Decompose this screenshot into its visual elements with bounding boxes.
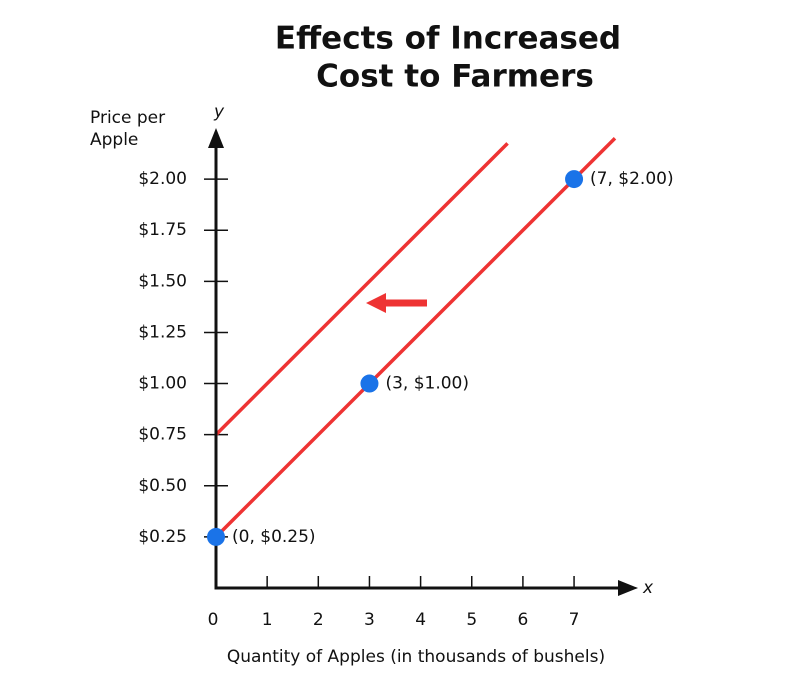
y-axis-arrow bbox=[208, 128, 224, 148]
data-point bbox=[207, 527, 225, 546]
x-axis-arrow bbox=[618, 580, 638, 596]
y-tick-label: $0.75 bbox=[138, 425, 187, 445]
data-point bbox=[360, 374, 379, 393]
x-tick-label: 0 bbox=[208, 610, 219, 630]
data-point bbox=[565, 170, 584, 189]
chart-title: Cost to Farmers bbox=[316, 59, 594, 95]
series-line bbox=[214, 136, 617, 539]
point-label: (0, $0.25) bbox=[232, 527, 316, 547]
y-tick-label: $0.25 bbox=[138, 527, 187, 547]
x-tick-label: 1 bbox=[262, 610, 273, 630]
x-tick-label: 2 bbox=[313, 610, 324, 630]
point-label: (3, $1.00) bbox=[385, 374, 469, 394]
series-line bbox=[214, 142, 509, 436]
y-axis-symbol: y bbox=[213, 102, 225, 122]
y-tick-label: $1.75 bbox=[138, 220, 187, 240]
y-tick-label: $1.00 bbox=[138, 374, 187, 394]
x-tick-label: 6 bbox=[517, 610, 528, 630]
x-tick-label: 7 bbox=[569, 610, 580, 630]
x-tick-label: 5 bbox=[466, 610, 477, 630]
x-axis-title: Quantity of Apples (in thousands of bush… bbox=[227, 647, 605, 667]
arrow-head bbox=[366, 293, 386, 313]
y-tick-label: $0.50 bbox=[138, 476, 187, 496]
point-label: (7, $2.00) bbox=[590, 169, 674, 189]
y-axis-title: Price per bbox=[90, 108, 165, 128]
x-axis-symbol: x bbox=[642, 578, 654, 598]
shift-arrow bbox=[366, 293, 427, 313]
y-tick-label: $1.25 bbox=[138, 322, 187, 342]
y-tick-label: $2.00 bbox=[138, 169, 187, 189]
chart-title: Effects of Increased bbox=[275, 21, 621, 57]
x-tick-label: 3 bbox=[364, 610, 375, 630]
y-axis-title: Apple bbox=[90, 130, 138, 150]
y-tick-label: $1.50 bbox=[138, 271, 187, 291]
x-tick-label: 4 bbox=[415, 610, 426, 630]
